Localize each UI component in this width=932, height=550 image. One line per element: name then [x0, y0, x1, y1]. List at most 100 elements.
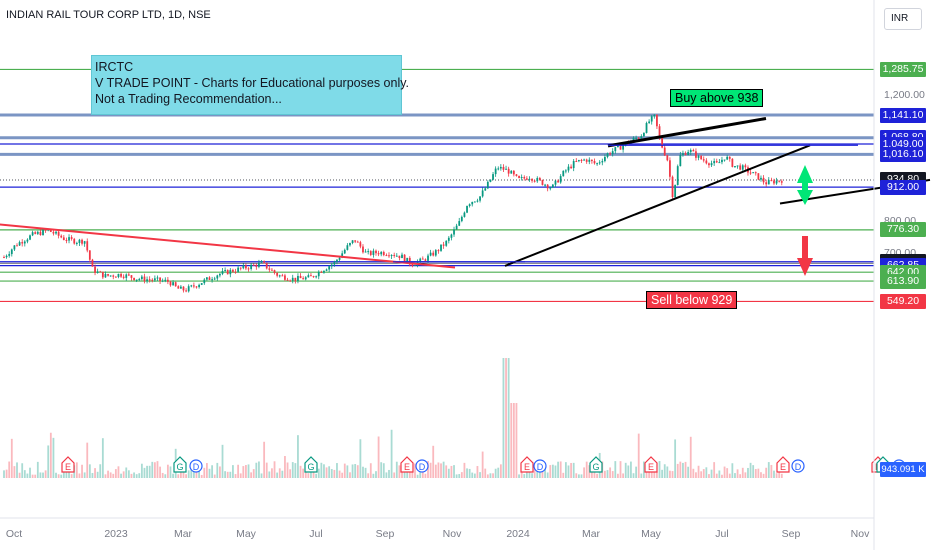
volume-bar	[297, 435, 299, 478]
buy-callout: Buy above 938	[670, 89, 764, 107]
candle-body	[663, 147, 666, 156]
event-marker-D-11[interactable]: D	[791, 459, 805, 473]
event-marker-E-6[interactable]: E	[520, 456, 534, 473]
event-marker-G-8[interactable]: G	[589, 456, 603, 473]
candle-body	[531, 178, 533, 181]
candle-body	[88, 250, 91, 260]
candle-body	[263, 261, 266, 263]
volume-bar	[109, 472, 112, 478]
volume-bar	[676, 463, 679, 478]
candle-body	[343, 249, 346, 254]
volume-bar	[5, 469, 8, 478]
candle-body	[83, 241, 86, 244]
event-marker-D-2[interactable]: D	[189, 459, 203, 473]
event-marker-D-7[interactable]: D	[533, 459, 547, 473]
currency-button[interactable]: INR	[884, 8, 922, 30]
volume-bar	[567, 465, 570, 478]
volume-bar	[245, 465, 247, 478]
candle-body	[752, 172, 755, 174]
volume-bar	[770, 464, 773, 478]
volume-bar	[744, 472, 747, 478]
volume-bar	[239, 473, 242, 478]
volume-bar	[609, 467, 612, 478]
event-marker-E-9[interactable]: E	[644, 456, 658, 473]
volume-bar	[502, 358, 505, 478]
volume-bar	[101, 438, 104, 478]
volume-bar	[354, 464, 357, 478]
volume-bar	[52, 437, 55, 478]
svg-text:G: G	[307, 462, 314, 472]
candle-body	[44, 229, 47, 231]
candle-body	[312, 276, 315, 278]
candle-body	[697, 155, 700, 158]
trendline-0[interactable]	[0, 223, 456, 269]
candle-body	[182, 286, 185, 291]
candle-body	[619, 145, 622, 150]
volume-bar	[44, 470, 47, 478]
volume-bar	[518, 474, 520, 478]
candle-body	[429, 252, 432, 256]
volume-bar	[206, 463, 208, 478]
time-tick-12: Nov	[850, 528, 870, 540]
volume-bar	[611, 471, 614, 478]
candle-body	[276, 272, 279, 276]
candle-body	[590, 159, 593, 162]
candle-body	[70, 237, 73, 239]
volume-bar	[55, 472, 57, 478]
event-marker-G-3[interactable]: G	[304, 456, 318, 473]
candle-body	[546, 184, 549, 189]
candle-body	[554, 180, 557, 185]
volume-bar	[583, 467, 585, 478]
candle-body	[185, 290, 187, 292]
volume-bar	[36, 461, 39, 478]
volume-bar	[336, 463, 338, 478]
volume-bar	[208, 468, 211, 478]
event-marker-E-0[interactable]: E	[61, 456, 75, 473]
volume-bar	[559, 461, 562, 478]
candle-body	[281, 275, 284, 277]
candle-body	[258, 262, 260, 267]
candle-body	[156, 277, 159, 279]
time-tick-11: Sep	[781, 528, 801, 540]
candle-body	[302, 278, 305, 280]
volume-bar	[671, 471, 674, 478]
candle-body	[219, 273, 221, 276]
volume-bar	[127, 470, 130, 478]
svg-text:E: E	[65, 462, 71, 472]
event-marker-E-4[interactable]: E	[400, 456, 414, 473]
volume-bar	[619, 461, 622, 478]
candle-body	[91, 259, 94, 267]
time-tick-7: 2024	[506, 528, 530, 540]
candle-body	[286, 279, 289, 281]
volume-bar	[661, 469, 664, 478]
event-marker-G-1[interactable]: G	[173, 456, 187, 473]
volume-bar	[682, 462, 684, 478]
volume-bar	[265, 462, 268, 478]
candle-body	[538, 177, 541, 180]
candle-body	[216, 275, 219, 279]
candle-body	[112, 275, 115, 277]
trendline-1[interactable]	[504, 144, 811, 267]
candle-body	[16, 245, 18, 247]
volume-bar	[705, 467, 708, 478]
price-tick-0: 1,200.00	[884, 89, 925, 102]
candle-body	[440, 244, 442, 251]
trendline-2[interactable]	[607, 117, 767, 148]
volume-bar	[281, 470, 284, 478]
event-marker-E-10[interactable]: E	[776, 456, 790, 473]
candle-body	[510, 170, 513, 174]
volume-bar	[130, 473, 133, 478]
candle-body	[369, 251, 372, 255]
candle-body	[114, 276, 117, 278]
event-marker-D-5[interactable]: D	[415, 459, 429, 473]
volume-bar	[484, 468, 487, 478]
volume-bar	[739, 474, 742, 478]
volume-bar	[590, 472, 593, 478]
volume-bar	[211, 465, 214, 478]
volume-bar	[643, 461, 645, 478]
volume-bar	[479, 472, 481, 478]
volume-bar	[606, 470, 609, 478]
candle-body	[325, 269, 328, 271]
candles	[3, 114, 783, 293]
